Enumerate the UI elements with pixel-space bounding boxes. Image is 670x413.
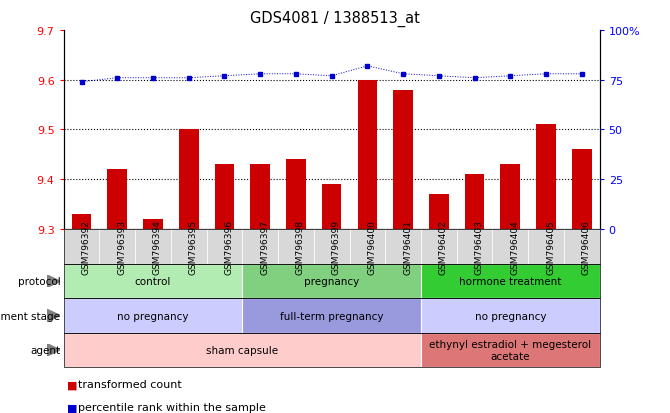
Text: GSM796403: GSM796403 <box>474 219 484 274</box>
Polygon shape <box>47 344 60 356</box>
Text: GSM796399: GSM796399 <box>332 219 340 274</box>
Text: GSM796396: GSM796396 <box>224 219 233 274</box>
Text: GSM796398: GSM796398 <box>296 219 305 274</box>
Text: ■: ■ <box>67 380 78 389</box>
Text: hormone treatment: hormone treatment <box>459 276 561 287</box>
Text: GSM796397: GSM796397 <box>260 219 269 274</box>
Bar <box>179 130 198 229</box>
Bar <box>500 165 520 229</box>
Text: GSM796394: GSM796394 <box>153 219 162 274</box>
Bar <box>251 165 270 229</box>
Text: GSM796393: GSM796393 <box>117 219 126 274</box>
Text: GSM796400: GSM796400 <box>367 219 377 274</box>
Text: control: control <box>135 276 171 287</box>
Text: protocol: protocol <box>17 276 60 287</box>
Bar <box>72 214 91 229</box>
Bar <box>429 195 449 229</box>
Bar <box>143 219 163 229</box>
Text: no pregnancy: no pregnancy <box>474 311 546 321</box>
Text: GSM796401: GSM796401 <box>403 219 412 274</box>
Bar <box>393 90 413 229</box>
Text: full-term pregnancy: full-term pregnancy <box>280 311 383 321</box>
Text: percentile rank within the sample: percentile rank within the sample <box>78 402 266 412</box>
Bar <box>214 165 234 229</box>
Bar <box>107 170 127 229</box>
Bar <box>536 125 556 229</box>
Bar <box>572 150 592 229</box>
Bar <box>322 185 342 229</box>
Text: GSM796392: GSM796392 <box>82 219 90 274</box>
Text: GDS4081 / 1388513_at: GDS4081 / 1388513_at <box>250 10 420 26</box>
Text: agent: agent <box>30 345 60 355</box>
Text: no pregnancy: no pregnancy <box>117 311 189 321</box>
Bar <box>286 160 306 229</box>
Text: pregnancy: pregnancy <box>304 276 359 287</box>
Text: GSM796402: GSM796402 <box>439 219 448 274</box>
Polygon shape <box>47 275 60 287</box>
Text: GSM796395: GSM796395 <box>189 219 198 274</box>
Text: GSM796406: GSM796406 <box>582 219 591 274</box>
Text: ■: ■ <box>67 402 78 412</box>
Text: GSM796405: GSM796405 <box>546 219 555 274</box>
Bar <box>358 81 377 229</box>
Text: development stage: development stage <box>0 311 60 321</box>
Text: sham capsule: sham capsule <box>206 345 278 355</box>
Text: transformed count: transformed count <box>78 380 182 389</box>
Text: ethynyl estradiol + megesterol
acetate: ethynyl estradiol + megesterol acetate <box>429 339 592 361</box>
Polygon shape <box>47 310 60 322</box>
Text: GSM796404: GSM796404 <box>511 219 519 274</box>
Bar <box>465 175 484 229</box>
